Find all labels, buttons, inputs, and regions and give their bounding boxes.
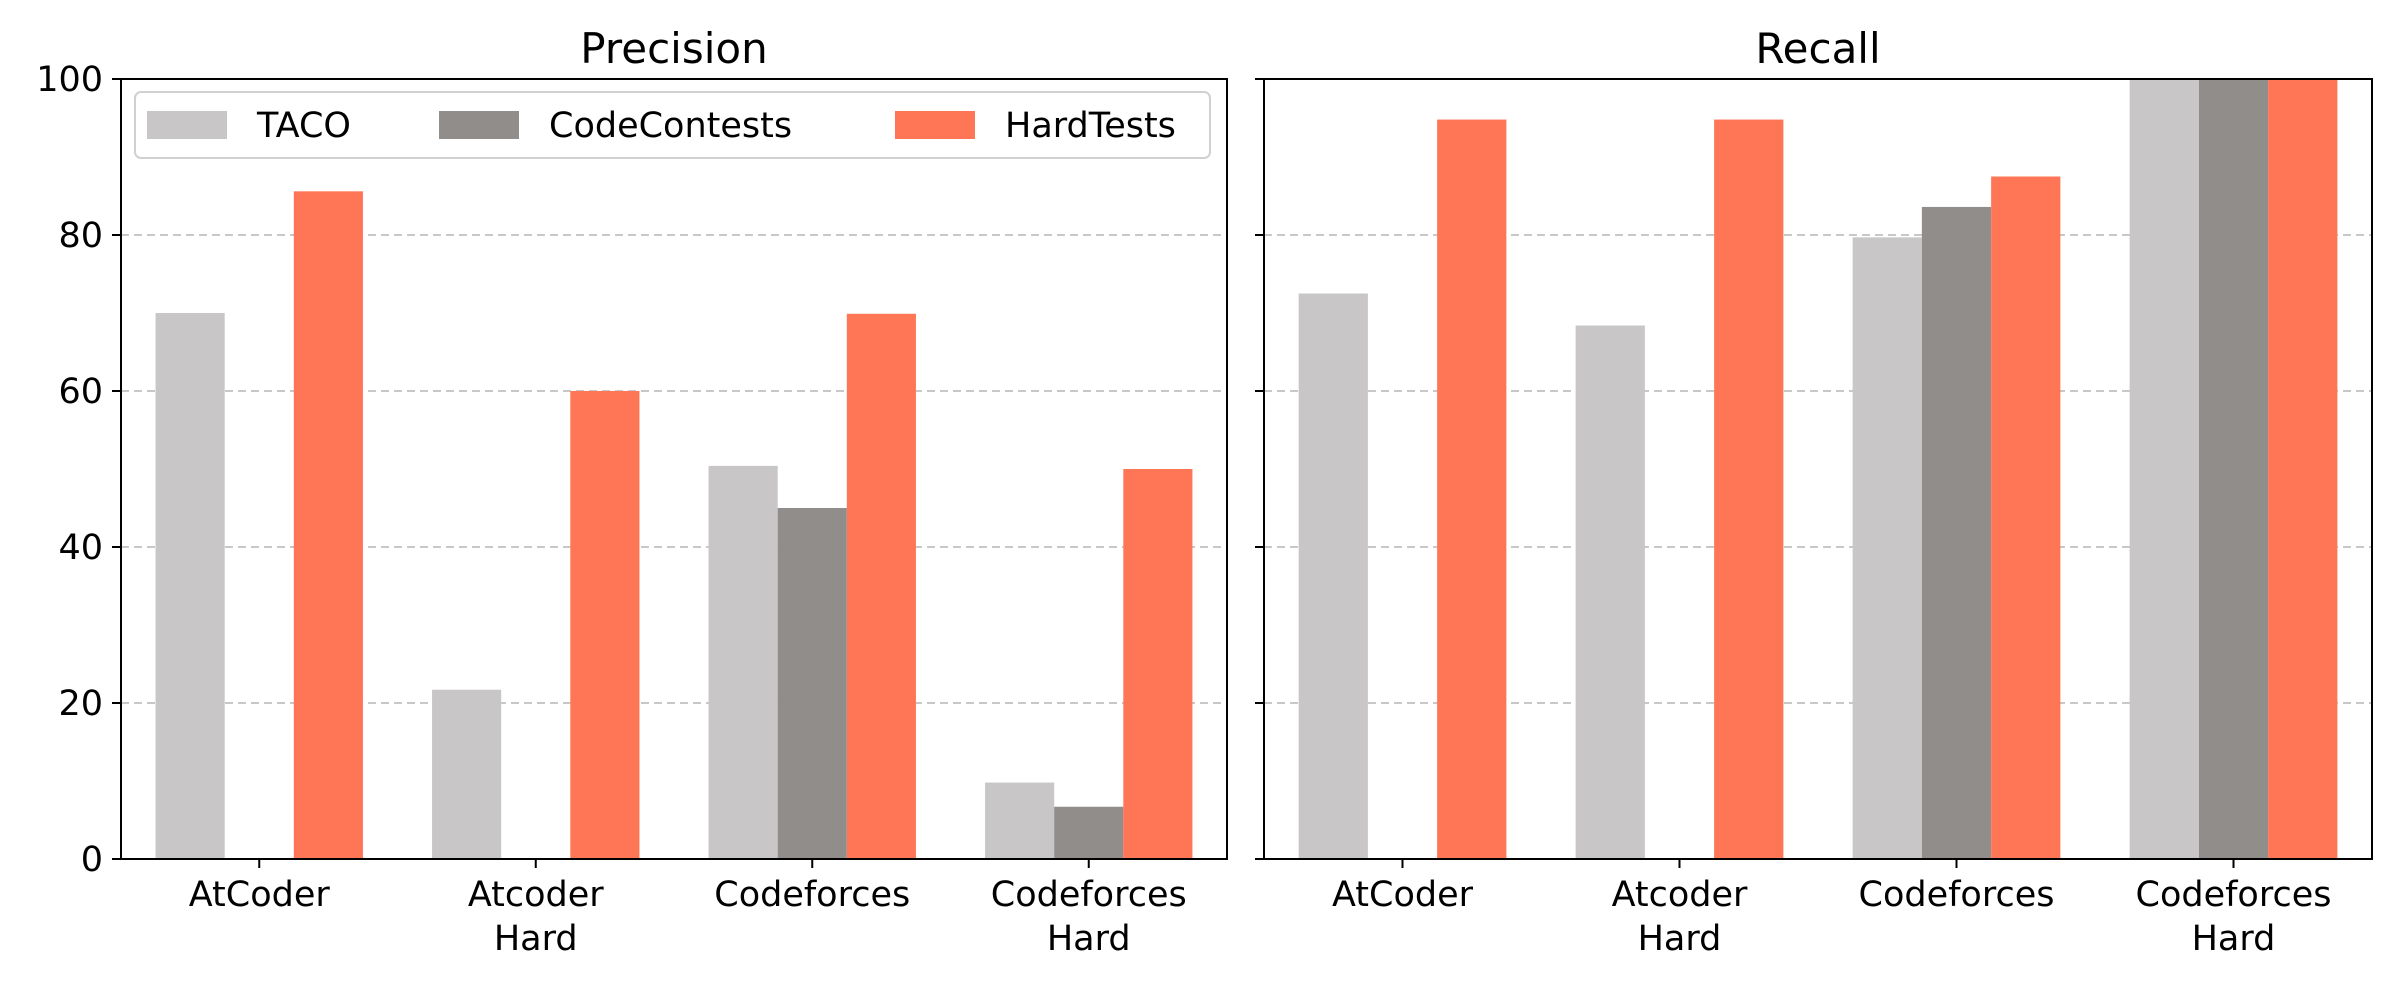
bar-hardtests-atcoder (1437, 119, 1507, 859)
bar-taco-atcoder-hard (1575, 325, 1645, 860)
bar-hardtests-codeforces (846, 313, 916, 859)
bar-taco-atcoder (155, 313, 225, 859)
x-tick-label: AtCoder (189, 875, 331, 915)
legend-label-codecontests: CodeContests (549, 106, 792, 146)
x-tick-label-line: Atcoder (468, 875, 604, 915)
legend-item-taco: TACO (147, 106, 351, 146)
bar-taco-codeforces-hard (2129, 79, 2199, 859)
bar-hardtests-atcoder (293, 191, 363, 859)
y-tick-label: 80 (58, 216, 103, 256)
bar-taco-atcoder-hard (432, 689, 502, 859)
x-tick-label: Atcoder Hard (468, 875, 604, 959)
y-tick-label: 20 (58, 684, 103, 724)
bar-codecontests-codeforces-hard (2198, 79, 2269, 859)
plot-frame (1263, 78, 2373, 860)
legend-item-codecontests: CodeContests (439, 106, 792, 146)
y-tick-label: 0 (81, 840, 103, 880)
x-tick-label-line: Hard (2192, 919, 2276, 959)
x-tick-label: Codeforces (1859, 875, 2055, 915)
bar-codecontests-codeforces-hard (1054, 806, 1124, 859)
y-tick-label: 40 (58, 528, 103, 568)
legend-label-taco: TACO (256, 106, 351, 146)
x-tick-label-line: Codeforces (991, 875, 1187, 915)
x-tick-label-line: Codeforces (1859, 875, 2055, 915)
bar-codecontests-codeforces (1921, 206, 1992, 860)
x-tick-label-line: Hard (1638, 919, 1722, 959)
bar-hardtests-codeforces-hard (1123, 469, 1193, 859)
x-tick-label: Codeforces Hard (2136, 875, 2332, 959)
y-tick-label: 100 (36, 60, 103, 100)
bar-hardtests-codeforces-hard (2268, 79, 2338, 859)
legend-item-hardtests: HardTests (895, 106, 1176, 146)
x-tick-label-line: AtCoder (189, 875, 331, 915)
legend-swatch-hardtests (895, 111, 975, 139)
x-tick-label-line: Hard (494, 919, 578, 959)
bar-hardtests-atcoder-hard (570, 391, 640, 859)
x-tick-label: AtCoder (1332, 875, 1474, 915)
chart-title: Precision (580, 24, 767, 73)
x-tick-label-line: AtCoder (1332, 875, 1474, 915)
legend-swatch-taco (147, 111, 227, 139)
x-tick-label: Codeforces Hard (991, 875, 1187, 959)
bar-taco-codeforces-hard (985, 782, 1055, 859)
bar-taco-codeforces (708, 465, 778, 859)
legend: TACO CodeContests HardTests (134, 91, 1211, 159)
y-tick-label: 60 (58, 372, 103, 412)
x-tick-label-line: Atcoder (1612, 875, 1748, 915)
legend-label-hardtests: HardTests (1005, 106, 1176, 146)
bar-taco-codeforces (1852, 237, 1922, 860)
x-tick-label-line: Hard (1047, 919, 1131, 959)
bar-taco-atcoder (1298, 293, 1368, 859)
bar-codecontests-codeforces (777, 508, 847, 859)
x-tick-label-line: Codeforces (714, 875, 910, 915)
legend-swatch-codecontests (439, 111, 519, 139)
x-tick-label: Codeforces (714, 875, 910, 915)
plot-frame (120, 78, 1228, 860)
x-tick-label: Atcoder Hard (1612, 875, 1748, 959)
chart-title: Recall (1755, 24, 1880, 73)
x-tick-label-line: Codeforces (2136, 875, 2332, 915)
bar-hardtests-atcoder-hard (1714, 119, 1784, 859)
legend-frame (134, 91, 1211, 159)
bar-hardtests-codeforces (1991, 176, 2061, 859)
